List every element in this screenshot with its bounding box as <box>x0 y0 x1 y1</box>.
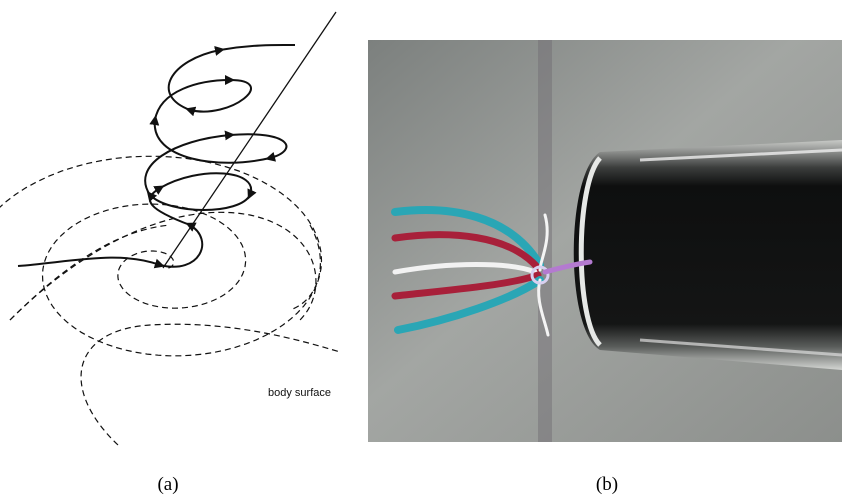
dashed-spiral <box>0 156 340 445</box>
figure: body surface (a) (b) <box>0 0 842 502</box>
page: body surface (a) (b) (() => { const data… <box>0 0 842 502</box>
dashed-curve <box>10 225 170 320</box>
photo-b <box>368 40 842 442</box>
diagram-a: body surface <box>0 12 340 445</box>
dashed-curve <box>290 225 320 310</box>
panel-label: (b) <box>596 474 618 495</box>
annotation: body surface <box>268 387 331 399</box>
dashed-curve <box>81 324 340 445</box>
panel-label: (a) <box>157 474 178 495</box>
line <box>163 12 336 268</box>
dashed-curve <box>0 156 322 355</box>
